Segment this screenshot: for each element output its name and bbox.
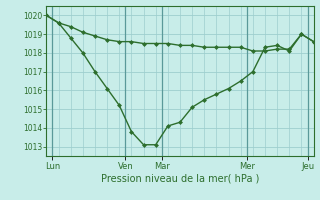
X-axis label: Pression niveau de la mer( hPa ): Pression niveau de la mer( hPa )	[101, 173, 259, 183]
